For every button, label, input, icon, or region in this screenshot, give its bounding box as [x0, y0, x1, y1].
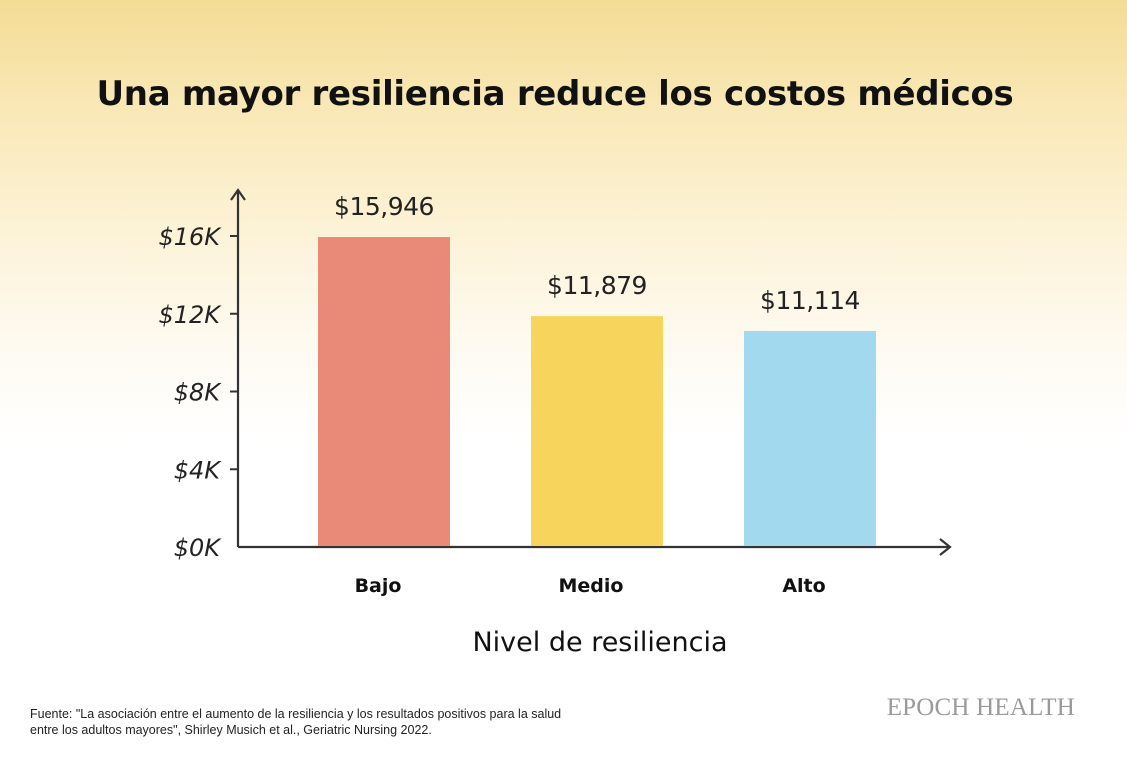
data-label: $11,879	[547, 271, 647, 300]
y-tick-label: $8K	[174, 379, 223, 407]
x-tick-label: Bajo	[355, 575, 402, 597]
y-tick-label: $16K	[158, 223, 222, 251]
bar	[744, 330, 876, 546]
source-note: Fuente: "La asociación entre el aumento …	[30, 707, 562, 737]
x-axis-arrow	[939, 538, 952, 556]
bar-chart: $0K $4K $8K $12K $16K $15,946 Bajo $11,879 Medio…	[158, 188, 952, 658]
data-label: $11,114	[760, 286, 860, 315]
bar	[531, 316, 663, 546]
data-label: $15,946	[334, 192, 434, 221]
y-axis-arrow	[230, 188, 246, 201]
y-tick-label: $4K	[174, 456, 223, 484]
brand-logo: EPOCH HEALTH	[886, 694, 1075, 721]
x-axis-title: Nivel de resiliencia	[472, 627, 727, 658]
x-tick-label: Alto	[782, 575, 825, 597]
bar	[318, 237, 450, 546]
x-tick-label: Medio	[559, 575, 624, 597]
y-tick-label: $0K	[174, 534, 223, 562]
y-tick-label: $12K	[158, 301, 222, 329]
chart-title: Una mayor resiliencia reduce los costos …	[96, 74, 1014, 114]
